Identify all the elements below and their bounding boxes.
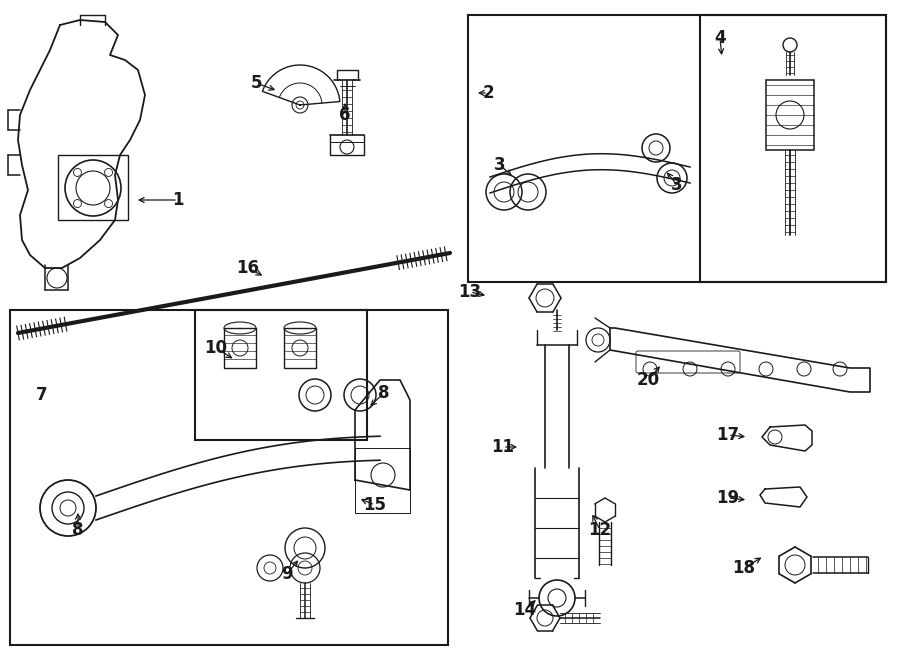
Text: 2: 2 [482,84,494,102]
Text: 20: 20 [636,371,660,389]
Bar [224,328,256,368]
Text: 10: 10 [204,339,228,357]
Bar [195,310,367,440]
Text: 15: 15 [364,496,386,514]
Text: 12: 12 [589,521,612,539]
Text: 7: 7 [36,386,48,404]
Text: 4: 4 [715,29,725,47]
Bar [58,155,128,220]
Text: 8: 8 [72,521,84,539]
Text: 11: 11 [491,438,515,456]
Bar [766,80,814,150]
Text: 8: 8 [378,384,390,402]
Bar [284,328,316,368]
Text: 14: 14 [513,601,536,619]
Text: 18: 18 [733,559,755,577]
Bar [10,310,448,645]
Text: 19: 19 [716,489,740,507]
Text: 13: 13 [458,283,482,301]
Text: 3: 3 [494,156,506,174]
Text: 1: 1 [172,191,184,209]
Text: 9: 9 [281,565,292,583]
Text: 3: 3 [671,176,683,194]
Text: 17: 17 [716,426,740,444]
Text: 6: 6 [339,106,351,124]
Bar [468,15,886,282]
Bar [700,15,886,282]
Bar [355,448,410,513]
Text: 5: 5 [250,74,262,92]
Text: 16: 16 [237,259,259,277]
